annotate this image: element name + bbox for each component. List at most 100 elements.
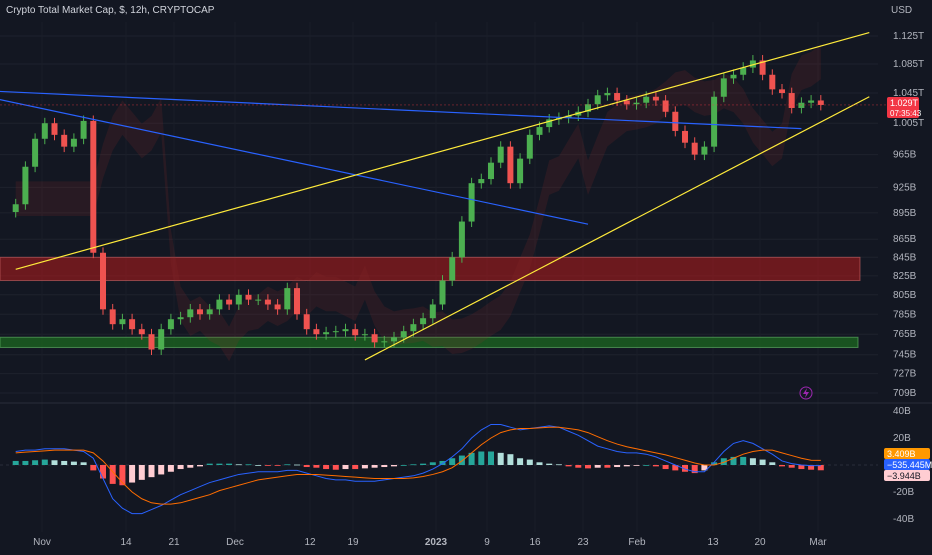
macd-histogram-bar bbox=[109, 465, 116, 484]
macd-histogram-bar bbox=[342, 465, 349, 470]
macd-layer bbox=[0, 424, 878, 515]
candle-body bbox=[294, 288, 300, 315]
macd-badges: 3.409B −535.445M −3.944B bbox=[884, 448, 932, 481]
candle-body bbox=[478, 179, 485, 184]
cloud-layer bbox=[15, 44, 821, 362]
macd-histogram-bar bbox=[478, 451, 485, 465]
candle-body bbox=[691, 142, 698, 155]
candle-body bbox=[41, 123, 48, 139]
macd-histogram-bar bbox=[468, 452, 475, 465]
macd-histogram-bar bbox=[769, 462, 776, 465]
candle-body bbox=[129, 319, 136, 330]
wedge-lower-line bbox=[364, 96, 870, 361]
candle-body bbox=[197, 309, 203, 315]
macd-histogram-bar bbox=[614, 465, 621, 468]
candle-body bbox=[526, 134, 533, 159]
macd-histogram-bar bbox=[585, 465, 591, 469]
macd-histogram-bar bbox=[691, 465, 698, 474]
macd-histogram-bar bbox=[507, 454, 514, 465]
candle-body bbox=[449, 257, 456, 281]
candle-body bbox=[206, 309, 213, 315]
macd-histogram-bar bbox=[740, 456, 747, 465]
macd-histogram-bar bbox=[284, 464, 291, 466]
candle-body bbox=[235, 294, 242, 305]
macd-tick-label: -40B bbox=[893, 514, 914, 525]
candle-body bbox=[323, 332, 330, 335]
candle-body bbox=[342, 329, 349, 332]
macd-histogram-bar bbox=[633, 465, 640, 466]
macd-badge-signal: −3.944B bbox=[887, 471, 921, 481]
price-tick-label: 965B bbox=[893, 150, 917, 161]
candle-body bbox=[12, 204, 19, 213]
macd-histogram-bar bbox=[32, 460, 39, 465]
descending-trendline-lower bbox=[0, 98, 589, 225]
macd-histogram-bar bbox=[623, 465, 630, 467]
macd-histogram-bar bbox=[216, 463, 223, 465]
price-tick-label: 1.085T bbox=[893, 59, 924, 70]
candle-body bbox=[643, 96, 650, 103]
macd-badge-macd: −535.445M bbox=[887, 460, 932, 470]
resistance-zone bbox=[0, 256, 861, 282]
candle-body bbox=[614, 93, 621, 101]
time-tick-label: 21 bbox=[168, 537, 180, 548]
lightning-icon-bolt bbox=[803, 388, 809, 398]
macd-histogram-bar bbox=[371, 465, 378, 468]
candle-body bbox=[177, 317, 184, 320]
macd-histogram-bar bbox=[565, 465, 572, 467]
macd-histogram-bar bbox=[798, 465, 805, 470]
macd-histogram-bar bbox=[701, 465, 708, 471]
macd-histogram-bar bbox=[80, 462, 87, 465]
current-price-label: 1.029T bbox=[890, 98, 919, 108]
time-tick-label: Mar bbox=[809, 537, 827, 548]
axis-layer: 1.125T 1.085T 1.045T 1.005T 965B 925B 895B 865B… bbox=[33, 31, 924, 548]
macd-histogram-bar bbox=[749, 458, 756, 465]
macd-histogram-bar bbox=[138, 465, 145, 480]
macd-histogram-bar bbox=[41, 459, 48, 465]
candle-body bbox=[226, 299, 233, 305]
candle-body bbox=[70, 138, 77, 147]
candle-body bbox=[264, 299, 271, 305]
candle-body bbox=[565, 115, 572, 118]
price-tick-label: 845B bbox=[893, 252, 917, 263]
ichimoku-cloud bbox=[15, 44, 821, 362]
time-tick-label: Feb bbox=[628, 537, 646, 548]
lightning-icon[interactable] bbox=[799, 386, 813, 400]
candle-body bbox=[507, 146, 514, 184]
price-tick-label: 745B bbox=[893, 350, 917, 361]
macd-histogram-bar bbox=[662, 465, 669, 470]
candle-body bbox=[652, 96, 659, 101]
countdown-label: 07:35:43 bbox=[890, 109, 922, 118]
macd-histogram-bar bbox=[643, 465, 650, 466]
macd-histogram-bar bbox=[90, 465, 97, 471]
macd-line bbox=[15, 424, 821, 515]
time-tick-label: 14 bbox=[120, 537, 132, 548]
currency-label: USD bbox=[891, 5, 912, 16]
candle-body bbox=[274, 304, 281, 310]
macd-histogram-bar bbox=[488, 451, 494, 465]
macd-histogram-bar bbox=[381, 465, 388, 468]
candle-body bbox=[381, 341, 388, 343]
candle-body bbox=[119, 319, 126, 325]
price-tick-label: 1.045T bbox=[893, 88, 924, 99]
macd-histogram-bar bbox=[546, 463, 553, 465]
macd-histogram-bar bbox=[711, 462, 718, 465]
macd-histogram-bar bbox=[497, 452, 504, 465]
candle-body bbox=[400, 331, 407, 338]
macd-badge-macd-bg bbox=[884, 459, 930, 470]
candle-body bbox=[391, 337, 397, 342]
candle-body bbox=[749, 60, 756, 68]
macd-histogram-bar bbox=[303, 465, 310, 468]
candle-body bbox=[303, 314, 310, 330]
macd-histogram-bar bbox=[391, 465, 397, 467]
candle-body bbox=[32, 138, 39, 167]
price-tick-label: 765B bbox=[893, 329, 917, 340]
candle-body bbox=[90, 120, 97, 253]
candle-body bbox=[759, 60, 766, 75]
candle-body bbox=[817, 100, 824, 105]
candle-body bbox=[740, 67, 747, 75]
candle-body bbox=[769, 74, 776, 90]
candle-body bbox=[284, 288, 291, 310]
macd-histogram-bar bbox=[332, 465, 339, 470]
candle-body bbox=[109, 309, 116, 325]
